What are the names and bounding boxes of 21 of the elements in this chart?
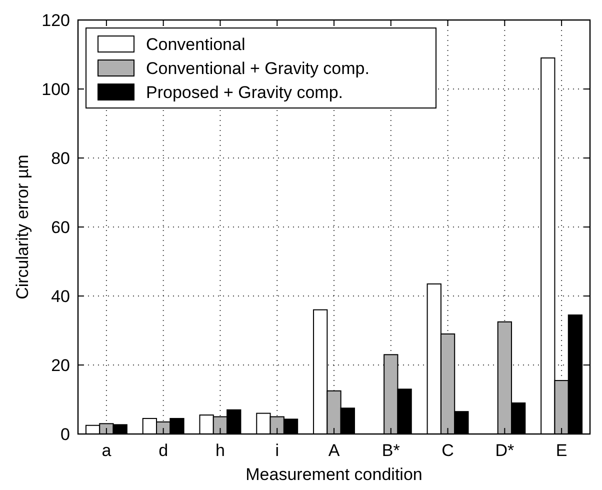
- y-tick-label: 80: [51, 148, 70, 168]
- x-tick-label: E: [556, 441, 568, 460]
- x-tick-label: B*: [382, 441, 400, 460]
- x-tick-label: A: [328, 441, 340, 460]
- y-tick-label: 60: [51, 218, 70, 237]
- y-tick-label: 100: [42, 80, 70, 99]
- y-tick-label: 120: [42, 10, 70, 30]
- x-tick-label: D*: [495, 441, 514, 460]
- x-tick-label: d: [158, 441, 168, 460]
- legend-label: Conventional + Gravity comp.: [146, 58, 370, 78]
- legend-label: Proposed + Gravity comp.: [146, 82, 344, 102]
- y-tick-label: 20: [51, 356, 70, 375]
- y-tick-label: 0: [60, 424, 70, 444]
- x-tick-label: C: [442, 441, 454, 460]
- x-axis-title: Measurement condition: [246, 465, 422, 484]
- legend-label: Conventional: [146, 34, 246, 54]
- x-tick-label: h: [215, 441, 225, 460]
- x-tick-label: a: [102, 441, 112, 460]
- y-axis-title: Circularity error µm: [13, 154, 32, 300]
- y-tick-label: 40: [51, 286, 70, 306]
- x-tick-label: i: [275, 441, 279, 460]
